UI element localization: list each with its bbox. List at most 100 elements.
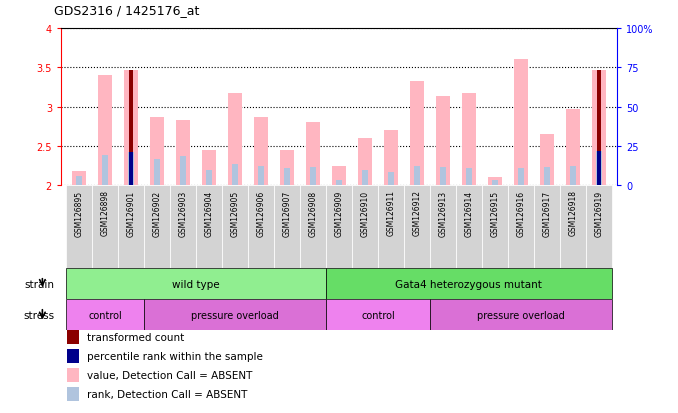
Bar [66, 387, 79, 401]
Text: pressure overload: pressure overload [191, 310, 279, 320]
Text: GSM126907: GSM126907 [283, 190, 292, 236]
Bar [310, 168, 316, 186]
Text: GSM126918: GSM126918 [568, 190, 577, 236]
Bar [430, 186, 456, 268]
Bar [466, 169, 472, 186]
Bar [248, 186, 274, 268]
Bar [492, 180, 498, 186]
Bar [586, 186, 612, 268]
Text: GSM126903: GSM126903 [178, 190, 188, 236]
Bar [326, 268, 612, 299]
Bar [258, 166, 264, 186]
Text: GSM126895: GSM126895 [75, 190, 83, 236]
Bar [66, 349, 79, 363]
Bar [436, 97, 450, 186]
Bar [456, 186, 482, 268]
Bar [517, 169, 524, 186]
Bar [439, 168, 446, 186]
Bar [362, 170, 368, 186]
Bar [326, 186, 352, 268]
Text: control: control [361, 310, 395, 320]
Bar [98, 76, 113, 186]
Bar [332, 166, 346, 186]
Bar [404, 186, 430, 268]
Text: control: control [88, 310, 122, 320]
Bar [430, 299, 612, 330]
Bar [284, 169, 290, 186]
Bar [378, 186, 404, 268]
Text: pressure overload: pressure overload [477, 310, 565, 320]
Bar [254, 118, 268, 186]
Bar [202, 150, 216, 186]
Bar [176, 121, 191, 186]
Bar [410, 81, 424, 186]
Bar [150, 118, 164, 186]
Text: Gata4 heterozygous mutant: Gata4 heterozygous mutant [395, 279, 542, 289]
Bar [306, 123, 320, 186]
Bar [118, 186, 144, 268]
Text: GSM126901: GSM126901 [127, 190, 136, 236]
Text: GSM126905: GSM126905 [231, 190, 239, 236]
Bar [565, 110, 580, 186]
Bar [274, 186, 300, 268]
Text: GSM126902: GSM126902 [153, 190, 161, 236]
Text: strain: strain [24, 279, 54, 289]
Bar [388, 173, 394, 186]
Bar [358, 139, 372, 186]
Bar [595, 152, 602, 186]
Text: transformed count: transformed count [87, 332, 184, 342]
Text: GSM126917: GSM126917 [542, 190, 551, 236]
Text: GDS2316 / 1425176_at: GDS2316 / 1425176_at [54, 4, 199, 17]
Bar [66, 330, 79, 344]
Text: GSM126906: GSM126906 [256, 190, 266, 236]
Bar [597, 152, 601, 186]
Bar [487, 178, 502, 186]
Bar [384, 131, 398, 186]
Bar [597, 71, 601, 186]
Bar [592, 71, 606, 186]
Bar [300, 186, 326, 268]
Bar [280, 150, 294, 186]
Bar [534, 186, 560, 268]
Bar [336, 180, 342, 186]
Bar [352, 186, 378, 268]
Bar [414, 166, 420, 186]
Text: GSM126909: GSM126909 [334, 190, 344, 236]
Bar [66, 268, 326, 299]
Text: GSM126904: GSM126904 [205, 190, 214, 236]
Bar [222, 186, 248, 268]
Bar [508, 186, 534, 268]
Text: rank, Detection Call = ABSENT: rank, Detection Call = ABSENT [87, 389, 247, 399]
Bar [102, 156, 108, 186]
Bar [196, 186, 222, 268]
Text: GSM126911: GSM126911 [386, 190, 395, 236]
Bar [128, 153, 134, 186]
Text: GSM126913: GSM126913 [439, 190, 447, 236]
Bar [76, 176, 83, 186]
Bar [124, 71, 138, 186]
Bar [206, 170, 212, 186]
Text: wild type: wild type [172, 279, 220, 289]
Bar [326, 299, 430, 330]
Bar [540, 135, 554, 186]
Text: GSM126898: GSM126898 [101, 190, 110, 236]
Bar [72, 172, 86, 186]
Bar [154, 160, 161, 186]
Bar [570, 166, 576, 186]
Bar [180, 157, 186, 186]
Bar [482, 186, 508, 268]
Bar [66, 299, 144, 330]
Bar [144, 186, 170, 268]
Bar [514, 60, 528, 186]
Bar [92, 186, 118, 268]
Text: GSM126912: GSM126912 [412, 190, 422, 236]
Bar [560, 186, 586, 268]
Bar [170, 186, 196, 268]
Text: GSM126916: GSM126916 [517, 190, 525, 236]
Text: value, Detection Call = ABSENT: value, Detection Call = ABSENT [87, 370, 252, 380]
Text: GSM126919: GSM126919 [595, 190, 603, 236]
Text: GSM126914: GSM126914 [464, 190, 473, 236]
Text: stress: stress [23, 310, 54, 320]
Bar [544, 168, 550, 186]
Bar [66, 186, 92, 268]
